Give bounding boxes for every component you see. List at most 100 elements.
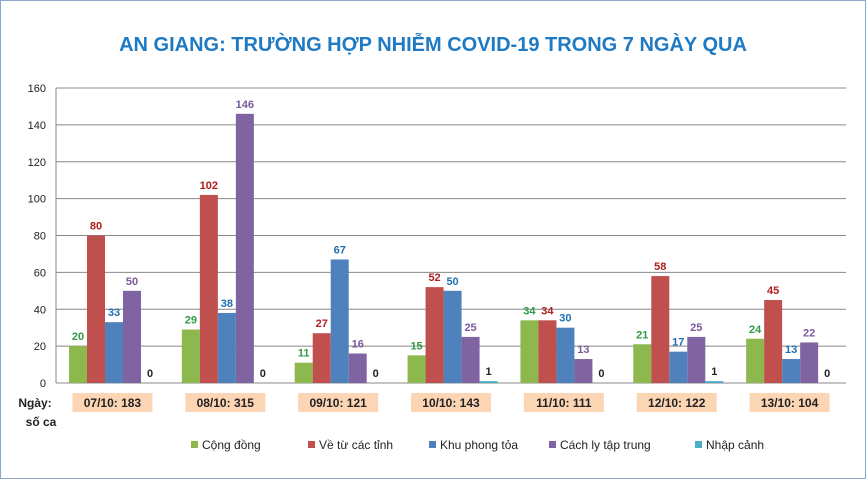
data-label: 0: [598, 368, 604, 380]
y-tick-label: 40: [34, 304, 46, 316]
legend-swatch: [429, 441, 436, 448]
category-label: 09/10: 121: [309, 396, 367, 410]
y-tick-label: 20: [34, 341, 46, 353]
legend: Cộng đồng Về từ các tỉnh Khu phong tỏa Cách…: [191, 438, 764, 452]
category-label: 08/10: 315: [197, 396, 255, 410]
y-axis-ticks: 0 20 40 60 80 100 120 140 160: [28, 83, 46, 390]
category-label: 13/10: 104: [761, 396, 819, 410]
y-tick-label: 80: [34, 231, 46, 243]
data-label: 22: [803, 327, 815, 339]
category-label-bg: [636, 393, 717, 412]
bar: [69, 346, 87, 383]
data-label: 0: [260, 368, 266, 380]
data-label: 15: [410, 340, 422, 352]
data-label: 17: [672, 337, 684, 349]
category-label: 10/10: 143: [422, 396, 480, 410]
bar: [479, 381, 498, 383]
data-label: 45: [767, 285, 779, 297]
bar: [312, 333, 331, 383]
bar: [217, 312, 236, 383]
bar: [330, 259, 349, 383]
data-label: 52: [428, 272, 440, 284]
data-label: 11: [298, 348, 310, 360]
bar: [425, 287, 444, 383]
bar: [294, 362, 313, 383]
bars: [69, 113, 819, 383]
category-label-bg: [185, 393, 266, 412]
data-label: 38: [221, 298, 233, 310]
y-tick-label: 0: [40, 378, 46, 390]
category-label: 11/10: 111: [536, 396, 592, 410]
data-label: 50: [126, 276, 138, 288]
data-label: 34: [523, 305, 536, 317]
bar: [520, 320, 539, 383]
data-label: 67: [334, 244, 346, 256]
bar: [538, 320, 557, 383]
legend-swatch: [549, 441, 556, 448]
data-label: 25: [690, 322, 702, 334]
y-tick-label: 120: [28, 157, 46, 169]
data-label: 30: [559, 313, 571, 325]
category-label: 07/10: 183: [84, 396, 142, 410]
bar: [556, 327, 575, 383]
bar: [800, 342, 819, 383]
category-label-bg: [523, 393, 604, 412]
data-label: 0: [373, 368, 379, 380]
bar: [669, 351, 688, 383]
bar: [687, 336, 706, 383]
data-label: 102: [200, 180, 218, 192]
data-label: 24: [749, 324, 762, 336]
category-label: 12/10: 122: [648, 396, 706, 410]
bar: [746, 338, 765, 383]
x-axis-caption-line2: số ca: [26, 415, 57, 429]
data-label: 33: [108, 307, 120, 319]
bar: [651, 276, 670, 383]
legend-label: Cách ly tập trung: [560, 438, 651, 452]
bar: [574, 359, 593, 383]
data-label: 20: [72, 331, 84, 343]
legend-swatch: [308, 441, 315, 448]
bar: [407, 355, 426, 383]
data-label: 1: [711, 366, 717, 378]
data-label: 13: [577, 344, 589, 356]
data-label: 0: [147, 368, 153, 380]
data-label: 16: [352, 339, 364, 351]
chart-title: AN GIANG: TRƯỜNG HỢP NHIỄM COVID-19 TRON…: [119, 32, 747, 56]
category-label-bg: [749, 393, 830, 412]
bar: [123, 290, 141, 383]
data-label: 146: [236, 99, 254, 111]
data-label: 1: [486, 366, 492, 378]
data-label: 34: [541, 305, 554, 317]
data-label: 25: [464, 322, 476, 334]
bar: [87, 235, 105, 383]
y-tick-label: 160: [28, 83, 46, 95]
data-label: 13: [785, 344, 797, 356]
data-label: 80: [90, 221, 102, 233]
data-label: 0: [824, 368, 830, 380]
bar: [199, 194, 218, 383]
bar: [782, 359, 801, 383]
bar: [633, 344, 652, 383]
data-label: 50: [446, 276, 458, 288]
category-labels: 07/10: 183 08/10: 315 09/10: 121 10/10: 143…: [72, 393, 830, 412]
y-tick-label: 100: [28, 194, 46, 206]
legend-label: Khu phong tỏa: [440, 438, 518, 452]
y-tick-label: 140: [28, 120, 46, 132]
x-axis-caption-line1: Ngày:: [18, 396, 51, 410]
y-tick-label: 60: [34, 267, 46, 279]
bar: [705, 381, 724, 383]
data-label: 29: [185, 315, 197, 327]
bar: [461, 336, 480, 383]
legend-label: Cộng đồng: [202, 438, 261, 452]
bar: [105, 322, 123, 383]
bar: [443, 290, 462, 383]
bar: [764, 300, 783, 383]
legend-swatch: [695, 441, 702, 448]
category-label-bg: [298, 393, 379, 412]
category-label-bg: [72, 393, 153, 412]
bar: [181, 329, 200, 383]
data-label: 27: [316, 318, 328, 330]
